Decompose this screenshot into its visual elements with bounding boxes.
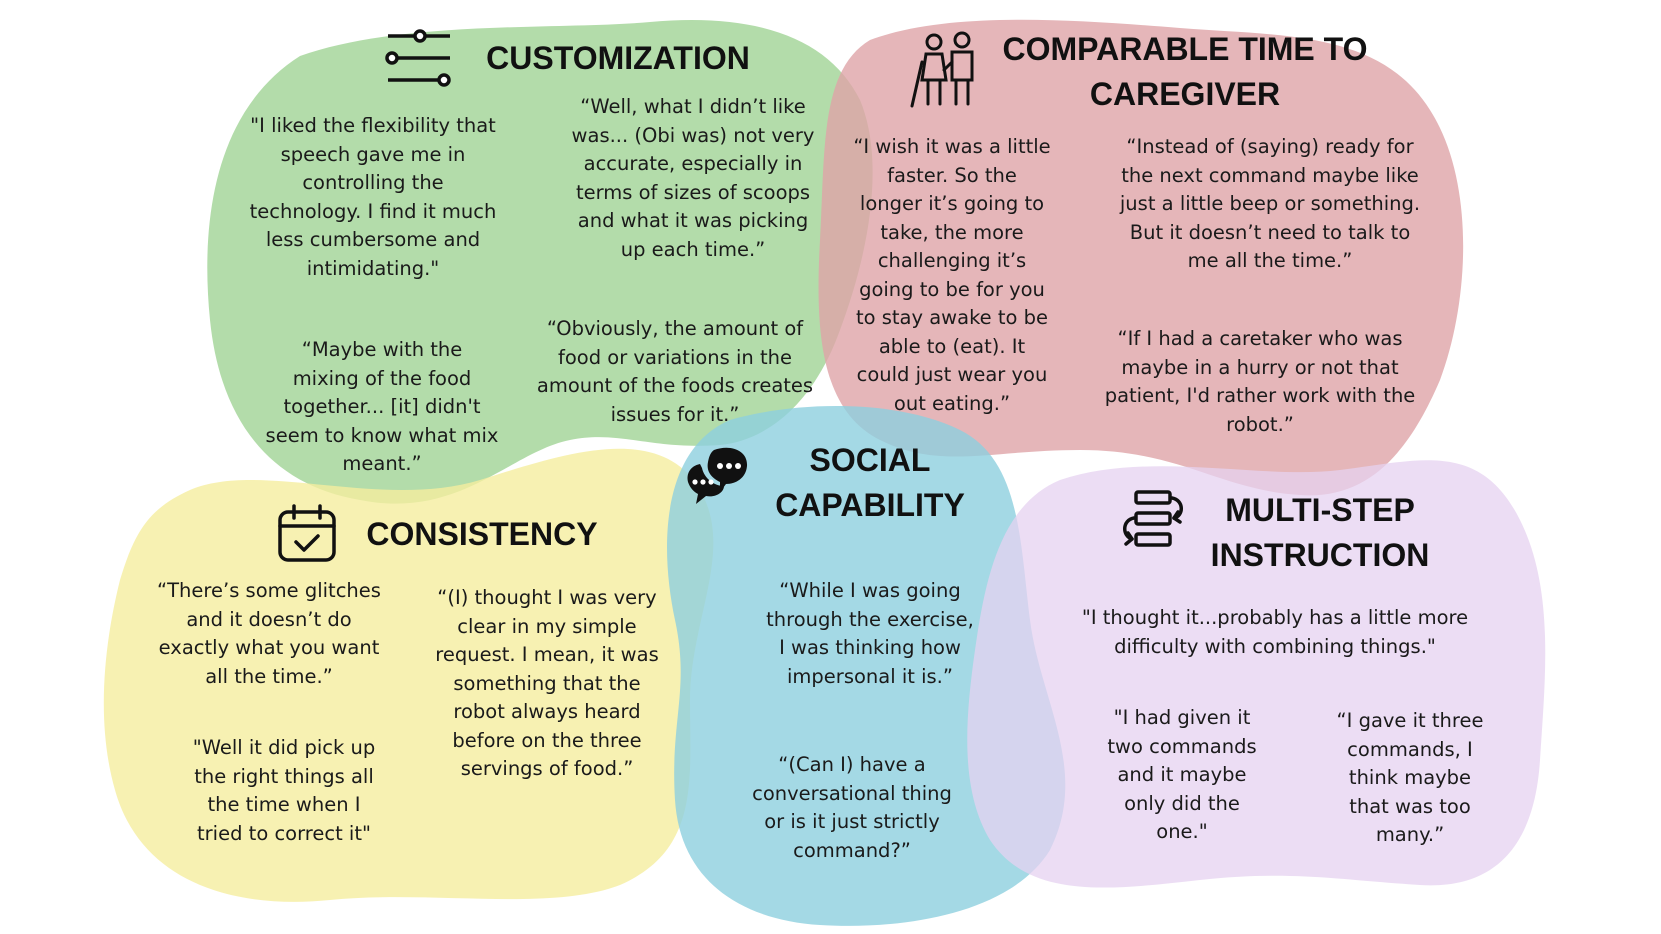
- customization-quote-1: "I liked the flexibility that speech gav…: [249, 114, 497, 280]
- consistency-title: CONSISTENCY: [366, 516, 598, 552]
- consistency-quote-2: “(I) thought I was very clear in my simp…: [435, 586, 659, 780]
- caregiver-quote-1: “I wish it was a little faster. So the l…: [853, 135, 1051, 415]
- stacked-steps-icon: [1118, 488, 1188, 554]
- social-quote-2: “(Can I) have a conversational thing or …: [752, 753, 952, 862]
- caregiver-elderly-icon: [908, 30, 984, 114]
- multistep-title-line2: INSTRUCTION: [1210, 537, 1430, 573]
- sliders-icon: [384, 28, 454, 92]
- blob-multistep: [967, 460, 1546, 888]
- blob-customization: [207, 20, 873, 504]
- blob-social: [667, 406, 1066, 926]
- multistep-title-line1: MULTI-STEP: [1225, 492, 1415, 528]
- chat-bubbles-icon: [686, 446, 748, 508]
- caregiver-title-line2: CAREGIVER: [1089, 76, 1281, 112]
- blob-caregiver: [818, 19, 1464, 496]
- consistency-quote-3: "Well it did pick up the right things al…: [192, 736, 376, 845]
- caregiver-quote-3: “If I had a caretaker who was maybe in a…: [1104, 327, 1416, 436]
- caregiver-quote-2: “Instead of (saying) ready for the next …: [1119, 135, 1421, 272]
- multistep-quote-1: "I thought it...probably has a little mo…: [1081, 606, 1469, 658]
- calendar-check-icon: [276, 504, 338, 568]
- social-quote-1: “While I was going through the exercise,…: [766, 579, 974, 688]
- social-title-line2: CAPABILITY: [775, 487, 965, 523]
- consistency-quote-1: “There’s some glitches and it doesn’t do…: [157, 579, 381, 688]
- caregiver-title-line1: COMPARABLE TIME TO: [1002, 31, 1368, 67]
- customization-title: CUSTOMIZATION: [486, 40, 750, 76]
- multistep-quote-2: "I had given it two commands and it mayb…: [1107, 706, 1257, 843]
- customization-quote-4: “Obviously, the amount of food or variat…: [536, 317, 814, 426]
- multistep-quote-3: “I gave it three commands, I think maybe…: [1336, 709, 1484, 846]
- customization-quote-3: “Maybe with the mixing of the food toget…: [265, 338, 499, 475]
- customization-quote-2: “Well, what I didn’t like was... (Obi wa…: [571, 95, 815, 261]
- blob-consistency: [103, 448, 714, 902]
- social-title-line1: SOCIAL: [809, 442, 931, 478]
